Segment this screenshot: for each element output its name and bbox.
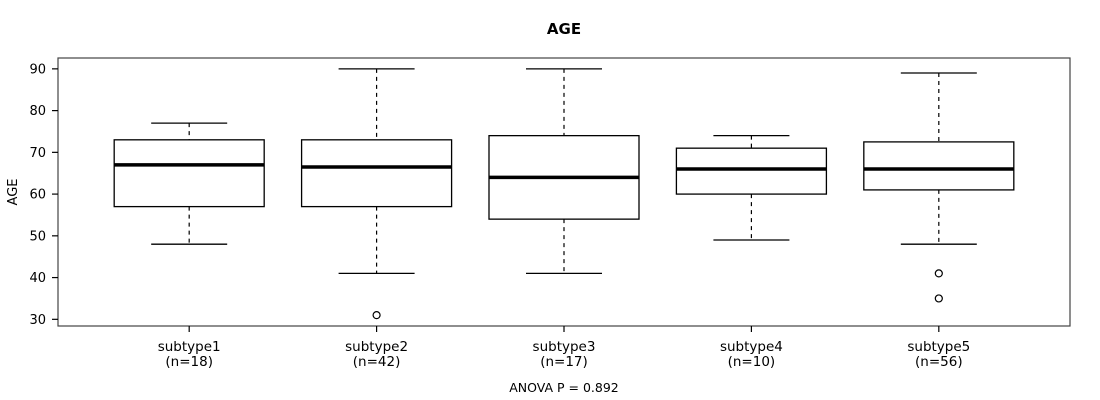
boxplot-group-subtype4: subtype4(n=10) bbox=[675, 134, 828, 370]
iqr-box bbox=[113, 139, 265, 208]
iqr-box bbox=[675, 147, 828, 195]
y-tick-label: 80 bbox=[29, 104, 46, 119]
boxplot-group-subtype2: subtype2(n=42) bbox=[300, 68, 453, 370]
iqr-box bbox=[300, 139, 453, 208]
iqr-box bbox=[863, 141, 1015, 191]
outlier-point bbox=[372, 311, 381, 320]
boxplot-group-subtype1: subtype1(n=18) bbox=[113, 122, 265, 370]
x-group-sublabel: (n=17) bbox=[540, 354, 588, 370]
boxplot-group-subtype3: subtype3(n=17) bbox=[488, 68, 640, 370]
y-tick-label: 60 bbox=[29, 188, 46, 203]
x-group-sublabel: (n=10) bbox=[728, 354, 776, 370]
anova-p-value: ANOVA P = 0.892 bbox=[509, 380, 619, 395]
x-group-sublabel: (n=56) bbox=[915, 354, 963, 370]
x-group-label: subtype4 bbox=[720, 339, 783, 355]
x-group-label: subtype2 bbox=[345, 339, 408, 355]
outlier-point bbox=[934, 269, 943, 278]
x-group-label: subtype1 bbox=[158, 339, 221, 355]
y-tick-label: 40 bbox=[29, 271, 46, 286]
y-tick-label: 50 bbox=[29, 229, 46, 244]
outlier-point bbox=[934, 294, 943, 303]
boxplot-group-subtype5: subtype5(n=56) bbox=[863, 72, 1015, 370]
y-tick-label: 30 bbox=[29, 313, 46, 328]
y-tick-label: 90 bbox=[29, 62, 46, 77]
x-group-label: subtype3 bbox=[533, 339, 596, 355]
x-group-label: subtype5 bbox=[907, 339, 970, 355]
y-tick-label: 70 bbox=[29, 146, 46, 161]
x-group-sublabel: (n=18) bbox=[165, 354, 213, 370]
chart-title: AGE bbox=[546, 20, 582, 38]
x-group-sublabel: (n=42) bbox=[353, 354, 401, 370]
